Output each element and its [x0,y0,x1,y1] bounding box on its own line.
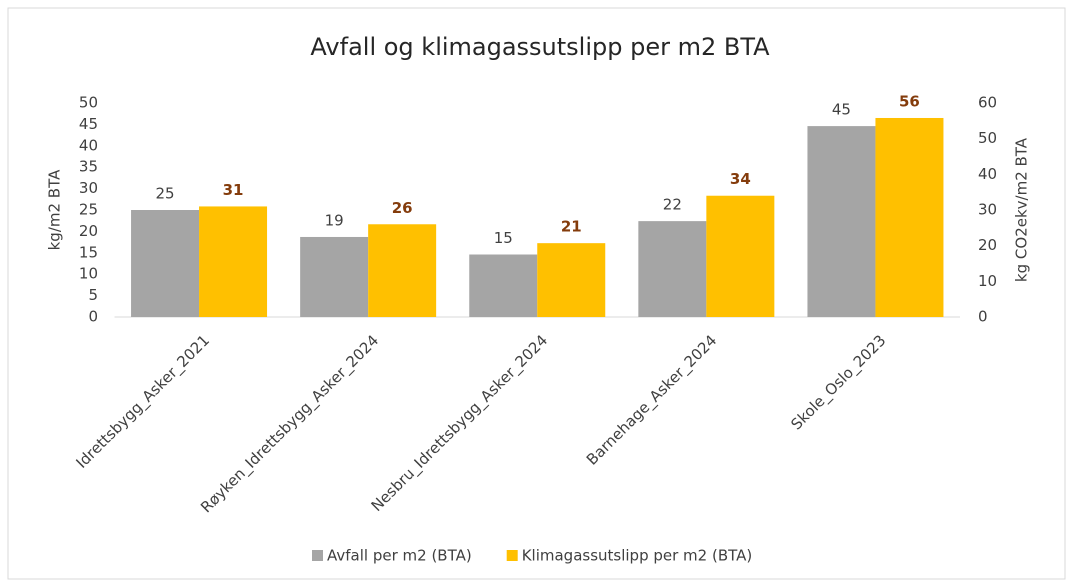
y2-tick-label: 60 [978,94,997,112]
y-tick-label: 0 [88,308,98,326]
legend-label: Avfall per m2 (BTA) [327,547,472,565]
bar [368,224,437,317]
y2-tick-label: 30 [978,201,997,219]
y-tick-label: 35 [79,158,98,176]
y2-tick-label: 50 [978,129,997,147]
y-tick-label: 30 [79,179,98,197]
data-label: 31 [223,181,244,199]
data-label: 19 [325,211,344,229]
bar [199,206,268,317]
y2-tick-label: 0 [978,308,988,326]
bar [131,210,200,317]
y2-tick-label: 40 [978,165,997,183]
y-tick-label: 5 [88,286,98,304]
data-label: 21 [561,218,582,236]
y2-tick-label: 10 [978,272,997,290]
y2-axis-title: kg CO2ekv/m2 BTA [1013,137,1031,282]
data-label: 15 [494,229,513,247]
bar [875,117,944,317]
y2-tick-label: 20 [978,236,997,254]
bar [469,254,538,317]
bar [706,195,775,317]
y-tick-label: 50 [79,94,98,112]
legend-swatch [312,550,323,561]
y-tick-label: 10 [79,265,98,283]
data-label: 56 [899,92,920,110]
bar [300,236,369,317]
data-label: 45 [832,101,851,119]
data-label: 34 [730,170,751,188]
data-label: 26 [392,199,413,217]
legend-label: Klimagassutslipp per m2 (BTA) [522,547,753,565]
y-tick-label: 40 [79,136,98,154]
bar [537,243,606,317]
data-label: 22 [663,196,682,214]
y-tick-label: 15 [79,243,98,261]
legend-swatch [506,550,518,561]
bar [638,221,707,317]
y-tick-label: 25 [79,201,98,219]
y-axis-title: kg/m2 BTA [46,169,64,250]
bar [807,126,876,317]
y-tick-label: 20 [79,222,98,240]
chart-title: Avfall og klimagassutslipp per m2 BTA [310,33,770,61]
y-tick-label: 45 [79,115,98,133]
data-label: 25 [156,185,175,203]
